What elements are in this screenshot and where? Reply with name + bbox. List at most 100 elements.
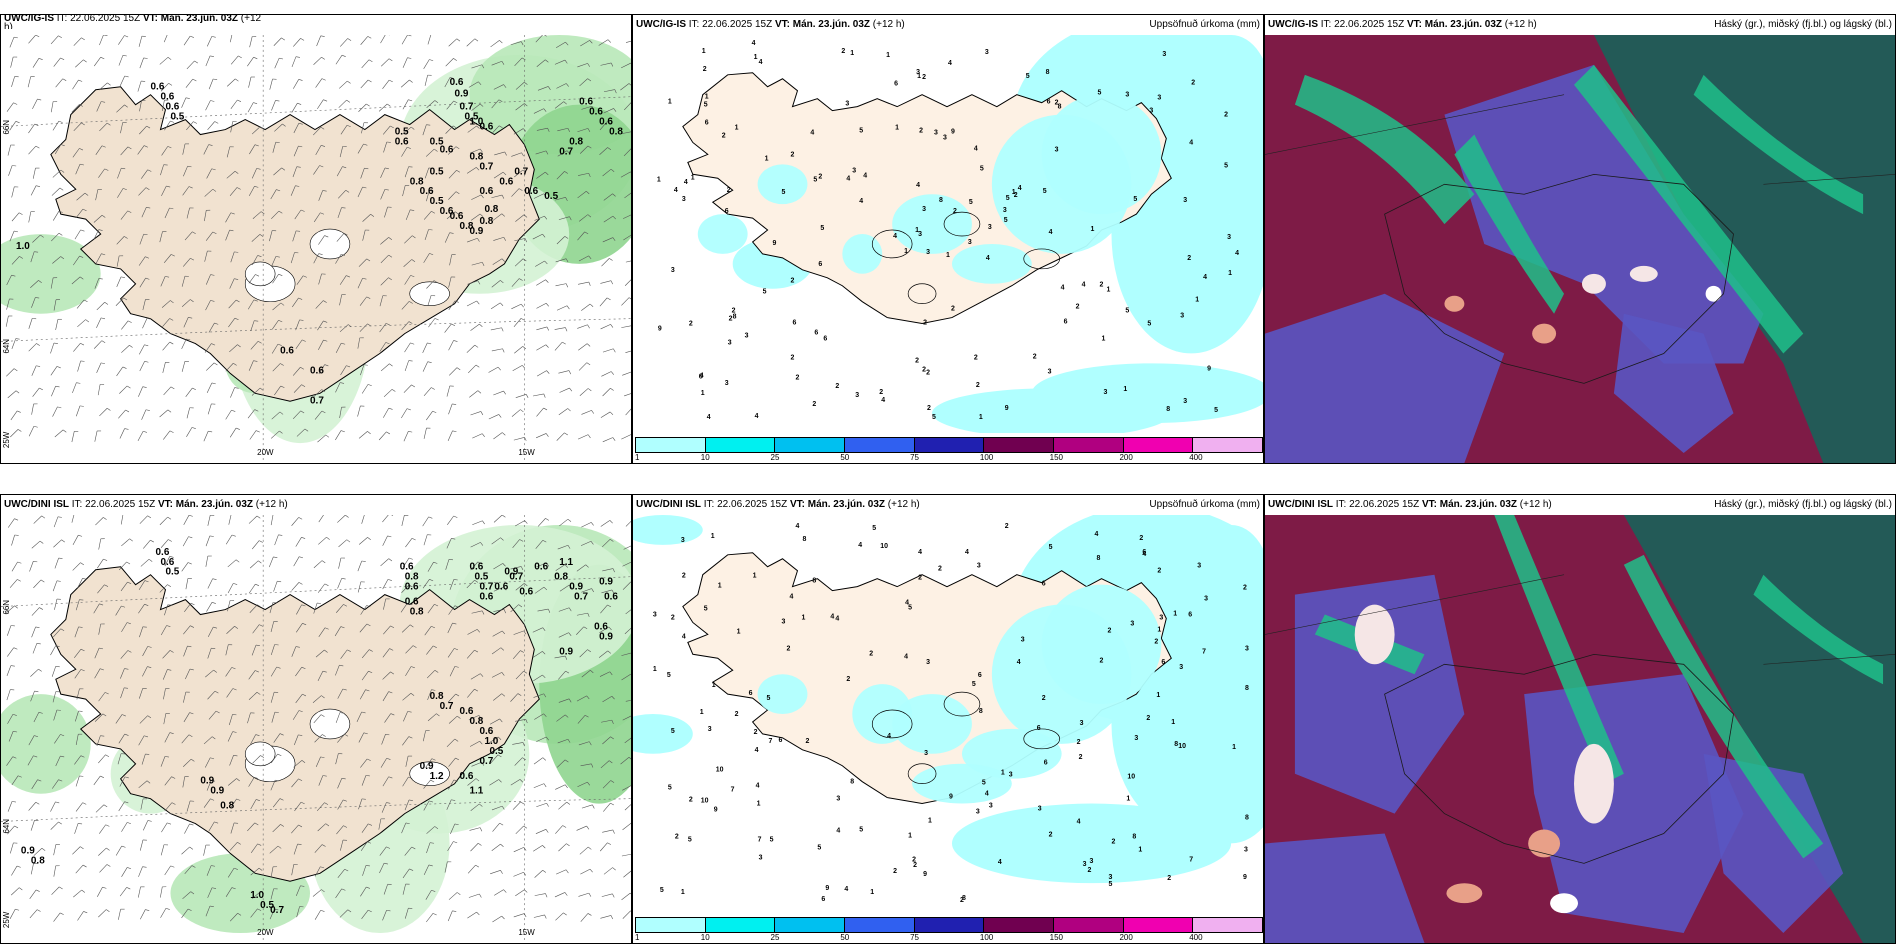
wind-barb	[578, 362, 587, 371]
colorbar-swatch	[1054, 438, 1124, 452]
accum-value-label: 4	[755, 747, 759, 754]
wind-barb	[380, 277, 389, 286]
wind-barb-flag	[276, 189, 281, 192]
wind-barb-flag	[99, 647, 104, 650]
accum-value-label: 2	[1042, 695, 1046, 702]
accum-value-label: 3	[1130, 620, 1134, 627]
accum-value-label: 5	[688, 836, 692, 843]
wind-barb	[380, 35, 386, 44]
accum-value-label: 2	[953, 208, 957, 215]
init-time: IT: 22.06.2025 15Z	[688, 19, 773, 30]
wind-barb	[536, 370, 547, 377]
accum-value-label: 2	[689, 797, 693, 804]
wind-barb-flag	[545, 59, 549, 63]
wind-barb-flag	[502, 171, 507, 176]
wind-barb-flag	[190, 299, 194, 303]
wind-barb	[490, 40, 500, 48]
precip-value-label: 0.6	[460, 706, 474, 717]
map-canvas[interactable]: 1 2 3 5 4 9 6 7 8 2 3 4 10 8 5 2 3 4 1 2 3 6 2 1 2 3 4 5 1 1 2 3 5 4 9 6 7 8 2…	[633, 515, 1263, 913]
wind-barb	[404, 799, 410, 811]
wind-barb-flag	[321, 56, 325, 60]
wind-barb-flag	[479, 213, 484, 217]
wind-barb-flag	[477, 561, 482, 565]
wind-barb-flag	[386, 802, 391, 804]
wind-barb-flag	[564, 171, 568, 174]
wind-barb	[337, 778, 343, 789]
wind-barb-flag	[14, 605, 18, 609]
wind-barb	[30, 863, 34, 875]
wind-barb	[313, 389, 322, 398]
wind-barb	[558, 698, 570, 703]
wind-barb-flag	[321, 410, 326, 414]
wind-barb-flag	[323, 320, 328, 323]
wind-barb-flag	[274, 908, 279, 911]
wind-barb-flag	[453, 125, 457, 129]
map-canvas[interactable]: 20W 15W 66N 64N 25W 0.6 0.6 0.6 0.5 0.6 0.9 0.7 0.5 1…	[1, 35, 631, 463]
wind-barb	[248, 186, 255, 196]
wind-barb-flag	[300, 209, 305, 212]
wind-barb	[532, 233, 543, 240]
precip-value-label: 0.8	[430, 691, 444, 702]
wind-barb	[115, 845, 122, 856]
wind-barb	[93, 775, 101, 786]
wind-barb	[340, 649, 348, 659]
map-canvas[interactable]	[1265, 515, 1895, 943]
wind-barb-flag	[610, 915, 614, 920]
colorbar-label: 400	[1189, 453, 1203, 462]
wind-barb-flag	[521, 57, 526, 61]
wind-barb	[401, 147, 408, 157]
map-canvas[interactable]	[1265, 35, 1895, 463]
wind-barb-flag	[124, 75, 129, 78]
wind-barb	[424, 229, 429, 241]
wind-barb	[141, 169, 148, 179]
wind-barb-flag	[610, 168, 615, 172]
accum-value-label: 9	[714, 807, 718, 814]
wind-barb-flag	[55, 385, 60, 388]
wind-barb-flag	[545, 303, 549, 307]
wind-barb-flag	[434, 318, 439, 321]
wind-barb	[77, 911, 84, 921]
wind-barb-flag	[482, 520, 485, 525]
accum-value-label: 2	[919, 128, 923, 135]
wind-barb-flag	[127, 320, 132, 323]
wind-barb-flag	[500, 537, 504, 541]
precip-value-label: 0.6	[405, 597, 419, 608]
wind-barb	[335, 888, 342, 899]
wind-barb-flag	[587, 324, 590, 329]
wind-barb-flag	[587, 913, 592, 916]
wind-barb	[557, 544, 569, 550]
wind-barb-flag	[453, 841, 458, 844]
precip-area-1mm	[697, 214, 748, 254]
wind-barb-flag	[78, 626, 83, 628]
wind-barb-flag	[391, 389, 396, 392]
wind-barb	[76, 192, 86, 201]
accum-value-label: 1	[702, 48, 706, 55]
wind-barb-flag	[40, 579, 45, 583]
wind-barb-flag	[341, 578, 346, 580]
wind-barb	[380, 558, 389, 567]
wind-barb	[9, 909, 16, 919]
wind-barb-flag	[456, 715, 461, 719]
wind-barb-flag	[545, 344, 549, 348]
wind-barb-flag	[302, 339, 306, 342]
wind-barb	[358, 431, 368, 439]
wind-barb-flag	[546, 326, 550, 331]
wind-barb	[448, 170, 457, 179]
wind-barb-flag	[390, 713, 395, 716]
accum-value-label: 8	[1058, 104, 1062, 111]
map-canvas[interactable]: 20W 15W 66N 64N 25W 0.6 0.6 0.5 0.6 0.8 0.6 0.6 0.8 0…	[1, 515, 631, 943]
wind-barb	[160, 83, 169, 92]
wind-barb	[559, 387, 570, 393]
wind-barb-flag	[521, 303, 524, 308]
wind-barb-flag	[301, 666, 306, 670]
wind-barb	[137, 431, 144, 442]
wind-barb	[140, 798, 144, 810]
wind-barb	[537, 518, 546, 527]
wind-barb	[271, 343, 279, 354]
wind-barb	[380, 758, 387, 768]
wind-barb	[382, 910, 387, 921]
wind-barb	[29, 561, 34, 572]
wind-barb-flag	[607, 842, 612, 845]
wind-barb-flag	[169, 341, 174, 345]
